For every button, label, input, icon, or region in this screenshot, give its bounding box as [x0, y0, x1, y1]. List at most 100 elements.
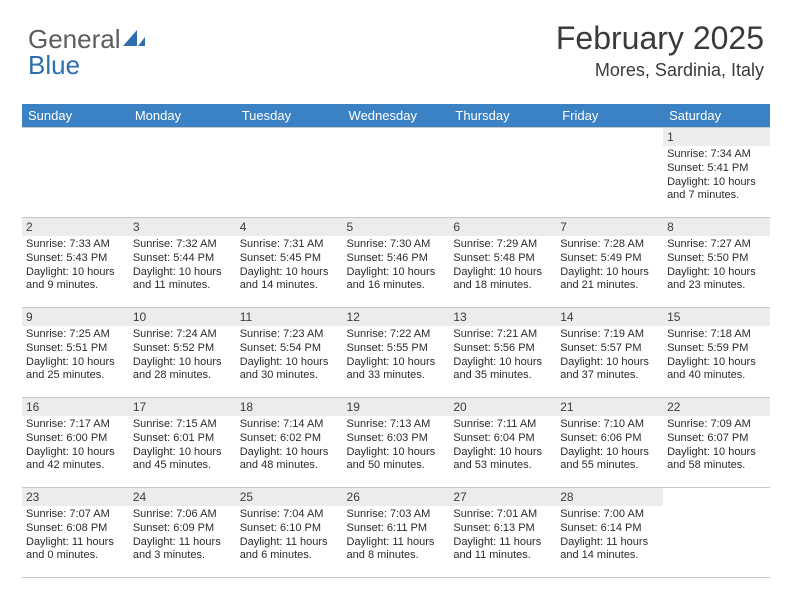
daylight-text-2: and 0 minutes.	[26, 549, 125, 563]
daylight-text-1: Daylight: 10 hours	[240, 446, 339, 460]
day-number: 18	[236, 398, 343, 416]
calendar-empty-cell	[129, 128, 236, 218]
day-details: Sunrise: 7:34 AMSunset: 5:41 PMDaylight:…	[663, 146, 770, 207]
daylight-text-2: and 8 minutes.	[347, 549, 446, 563]
sunrise-text: Sunrise: 7:23 AM	[240, 328, 339, 342]
sunrise-text: Sunrise: 7:34 AM	[667, 148, 766, 162]
page-title: February 2025	[556, 20, 764, 57]
daylight-text-2: and 58 minutes.	[667, 459, 766, 473]
sunrise-text: Sunrise: 7:01 AM	[453, 508, 552, 522]
daylight-text-1: Daylight: 10 hours	[240, 356, 339, 370]
sunset-text: Sunset: 5:41 PM	[667, 162, 766, 176]
daylight-text-2: and 55 minutes.	[560, 459, 659, 473]
calendar-day-cell: 3Sunrise: 7:32 AMSunset: 5:44 PMDaylight…	[129, 218, 236, 308]
calendar-week-row: 23Sunrise: 7:07 AMSunset: 6:08 PMDayligh…	[22, 488, 770, 578]
daylight-text-1: Daylight: 10 hours	[133, 356, 232, 370]
sunset-text: Sunset: 5:59 PM	[667, 342, 766, 356]
daylight-text-1: Daylight: 10 hours	[667, 266, 766, 280]
sunset-text: Sunset: 5:56 PM	[453, 342, 552, 356]
calendar-day-cell: 9Sunrise: 7:25 AMSunset: 5:51 PMDaylight…	[22, 308, 129, 398]
daylight-text-2: and 25 minutes.	[26, 369, 125, 383]
sunset-text: Sunset: 5:51 PM	[26, 342, 125, 356]
calendar-empty-cell	[556, 128, 663, 218]
day-number: 6	[449, 218, 556, 236]
day-number: 22	[663, 398, 770, 416]
sunset-text: Sunset: 6:14 PM	[560, 522, 659, 536]
sunset-text: Sunset: 6:08 PM	[26, 522, 125, 536]
daylight-text-1: Daylight: 10 hours	[560, 266, 659, 280]
day-details: Sunrise: 7:22 AMSunset: 5:55 PMDaylight:…	[343, 326, 450, 387]
sunset-text: Sunset: 5:57 PM	[560, 342, 659, 356]
day-number: 12	[343, 308, 450, 326]
sunset-text: Sunset: 5:44 PM	[133, 252, 232, 266]
day-number: 2	[22, 218, 129, 236]
day-number: 5	[343, 218, 450, 236]
sunset-text: Sunset: 6:13 PM	[453, 522, 552, 536]
day-details: Sunrise: 7:24 AMSunset: 5:52 PMDaylight:…	[129, 326, 236, 387]
day-details: Sunrise: 7:28 AMSunset: 5:49 PMDaylight:…	[556, 236, 663, 297]
sunset-text: Sunset: 5:55 PM	[347, 342, 446, 356]
calendar-week-row: 16Sunrise: 7:17 AMSunset: 6:00 PMDayligh…	[22, 398, 770, 488]
weekday-header: Saturday	[663, 104, 770, 128]
calendar-day-cell: 8Sunrise: 7:27 AMSunset: 5:50 PMDaylight…	[663, 218, 770, 308]
calendar-empty-cell	[22, 128, 129, 218]
sunrise-text: Sunrise: 7:14 AM	[240, 418, 339, 432]
calendar-day-cell: 12Sunrise: 7:22 AMSunset: 5:55 PMDayligh…	[343, 308, 450, 398]
day-details: Sunrise: 7:13 AMSunset: 6:03 PMDaylight:…	[343, 416, 450, 477]
weekday-header: Sunday	[22, 104, 129, 128]
sunset-text: Sunset: 5:43 PM	[26, 252, 125, 266]
day-number: 1	[663, 128, 770, 146]
sunset-text: Sunset: 6:00 PM	[26, 432, 125, 446]
day-number: 7	[556, 218, 663, 236]
sunrise-text: Sunrise: 7:27 AM	[667, 238, 766, 252]
sunrise-text: Sunrise: 7:03 AM	[347, 508, 446, 522]
daylight-text-1: Daylight: 11 hours	[133, 536, 232, 550]
daylight-text-1: Daylight: 11 hours	[240, 536, 339, 550]
sunrise-text: Sunrise: 7:30 AM	[347, 238, 446, 252]
sunset-text: Sunset: 5:48 PM	[453, 252, 552, 266]
daylight-text-2: and 48 minutes.	[240, 459, 339, 473]
sunset-text: Sunset: 5:45 PM	[240, 252, 339, 266]
sunrise-text: Sunrise: 7:21 AM	[453, 328, 552, 342]
daylight-text-1: Daylight: 11 hours	[560, 536, 659, 550]
day-details: Sunrise: 7:29 AMSunset: 5:48 PMDaylight:…	[449, 236, 556, 297]
day-details: Sunrise: 7:10 AMSunset: 6:06 PMDaylight:…	[556, 416, 663, 477]
daylight-text-1: Daylight: 10 hours	[26, 266, 125, 280]
calendar-day-cell: 23Sunrise: 7:07 AMSunset: 6:08 PMDayligh…	[22, 488, 129, 578]
daylight-text-1: Daylight: 10 hours	[347, 356, 446, 370]
calendar-day-cell: 24Sunrise: 7:06 AMSunset: 6:09 PMDayligh…	[129, 488, 236, 578]
daylight-text-1: Daylight: 10 hours	[560, 446, 659, 460]
day-details: Sunrise: 7:25 AMSunset: 5:51 PMDaylight:…	[22, 326, 129, 387]
sunrise-text: Sunrise: 7:22 AM	[347, 328, 446, 342]
calendar-day-cell: 14Sunrise: 7:19 AMSunset: 5:57 PMDayligh…	[556, 308, 663, 398]
daylight-text-2: and 14 minutes.	[240, 279, 339, 293]
calendar-day-cell: 19Sunrise: 7:13 AMSunset: 6:03 PMDayligh…	[343, 398, 450, 488]
sunset-text: Sunset: 5:46 PM	[347, 252, 446, 266]
day-details: Sunrise: 7:00 AMSunset: 6:14 PMDaylight:…	[556, 506, 663, 567]
daylight-text-2: and 28 minutes.	[133, 369, 232, 383]
weekday-header: Friday	[556, 104, 663, 128]
day-details: Sunrise: 7:03 AMSunset: 6:11 PMDaylight:…	[343, 506, 450, 567]
daylight-text-1: Daylight: 10 hours	[347, 266, 446, 280]
daylight-text-2: and 11 minutes.	[453, 549, 552, 563]
day-number: 8	[663, 218, 770, 236]
sunrise-text: Sunrise: 7:25 AM	[26, 328, 125, 342]
day-details: Sunrise: 7:17 AMSunset: 6:00 PMDaylight:…	[22, 416, 129, 477]
day-number: 28	[556, 488, 663, 506]
calendar-empty-cell	[236, 128, 343, 218]
day-details: Sunrise: 7:21 AMSunset: 5:56 PMDaylight:…	[449, 326, 556, 387]
sunrise-text: Sunrise: 7:31 AM	[240, 238, 339, 252]
day-number: 13	[449, 308, 556, 326]
daylight-text-1: Daylight: 11 hours	[26, 536, 125, 550]
daylight-text-2: and 21 minutes.	[560, 279, 659, 293]
daylight-text-1: Daylight: 10 hours	[133, 266, 232, 280]
calendar-day-cell: 20Sunrise: 7:11 AMSunset: 6:04 PMDayligh…	[449, 398, 556, 488]
sunset-text: Sunset: 5:52 PM	[133, 342, 232, 356]
day-details: Sunrise: 7:14 AMSunset: 6:02 PMDaylight:…	[236, 416, 343, 477]
daylight-text-1: Daylight: 10 hours	[453, 266, 552, 280]
weekday-header: Wednesday	[343, 104, 450, 128]
daylight-text-2: and 40 minutes.	[667, 369, 766, 383]
calendar-day-cell: 21Sunrise: 7:10 AMSunset: 6:06 PMDayligh…	[556, 398, 663, 488]
day-number: 14	[556, 308, 663, 326]
sunrise-text: Sunrise: 7:09 AM	[667, 418, 766, 432]
